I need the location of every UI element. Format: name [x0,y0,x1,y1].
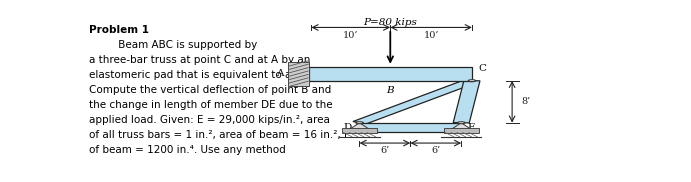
Text: A: A [276,69,284,78]
Text: the change in length of member DE due to the: the change in length of member DE due to… [89,100,332,110]
Text: Compute the vertical deflection of point B and: Compute the vertical deflection of point… [89,85,331,95]
Text: D: D [343,123,352,132]
Bar [342,128,377,132]
Text: elastomeric pad that is equivalent to a roller.: elastomeric pad that is equivalent to a … [89,70,324,80]
Text: a three-bar truss at point C and at A by an: a three-bar truss at point C and at A by… [89,55,310,65]
Text: applied load. Given: E = 29,000 kips/in.², area: applied load. Given: E = 29,000 kips/in.… [89,115,330,125]
Polygon shape [345,123,375,132]
Text: P=80 kips: P=80 kips [363,18,417,27]
Text: 8’: 8’ [522,97,531,106]
Text: Beam ABC is supported by: Beam ABC is supported by [89,40,257,50]
Polygon shape [446,123,476,132]
Bar [288,62,309,86]
Text: 6’: 6’ [380,146,390,155]
Polygon shape [453,81,480,123]
Text: 6’: 6’ [431,146,440,155]
Text: 10’: 10’ [424,31,439,39]
Text: of all truss bars = 1 in.², area of beam = 16 in.², I: of all truss bars = 1 in.², area of beam… [89,130,347,140]
Bar [444,128,479,132]
Text: of beam = 1200 in.⁴. Use any method: of beam = 1200 in.⁴. Use any method [89,145,286,155]
Text: Problem 1: Problem 1 [89,25,149,35]
Text: E: E [468,123,475,132]
Text: 10’: 10’ [343,31,359,39]
Circle shape [457,122,465,124]
Polygon shape [353,80,479,124]
Bar [309,67,472,81]
Bar [359,123,461,132]
Text: B: B [386,86,394,95]
Text: C: C [478,64,486,73]
Circle shape [356,122,363,124]
Circle shape [468,80,475,82]
